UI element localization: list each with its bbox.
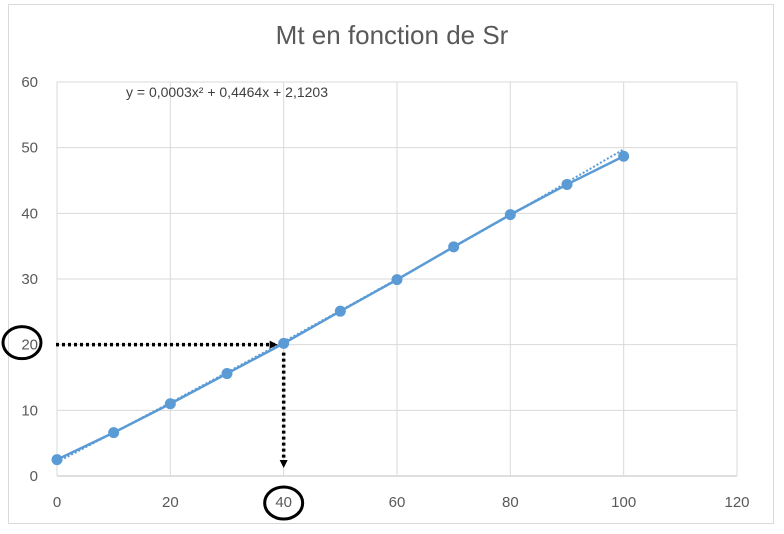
y-tick-label: 0 <box>30 468 38 485</box>
data-point <box>448 241 460 253</box>
y-tick-label: 60 <box>21 74 38 91</box>
data-point <box>504 209 516 221</box>
data-point <box>391 274 403 286</box>
x-tick-label: 40 <box>275 494 292 511</box>
y-tick-label: 40 <box>21 205 38 222</box>
data-point <box>221 368 233 380</box>
x-tick-label: 20 <box>162 494 179 511</box>
chart-area <box>8 4 774 524</box>
x-tick-label: 100 <box>611 494 636 511</box>
data-point <box>278 337 290 349</box>
y-tick-label: 50 <box>21 140 38 157</box>
x-tick-label: 0 <box>53 494 61 511</box>
y-tick-label: 20 <box>21 337 38 354</box>
circle-y-highlight <box>1 325 43 361</box>
trendline <box>56 148 625 463</box>
data-point <box>334 305 346 317</box>
trendline-equation: y = 0,0003x² + 0,4464x + 2,1203 <box>126 84 328 100</box>
data-point <box>108 427 120 439</box>
circle-x-highlight <box>263 485 305 521</box>
x-tick-label: 120 <box>724 494 749 511</box>
x-tick-label: 60 <box>389 494 406 511</box>
data-point <box>164 398 176 410</box>
x-tick-label: 80 <box>502 494 519 511</box>
data-point <box>51 454 63 466</box>
chart-title: Mt en fonction de Sr <box>275 20 509 50</box>
y-tick-label: 10 <box>21 402 38 419</box>
data-point <box>618 150 630 162</box>
data-point <box>561 178 573 190</box>
y-tick-label: 30 <box>21 271 38 288</box>
